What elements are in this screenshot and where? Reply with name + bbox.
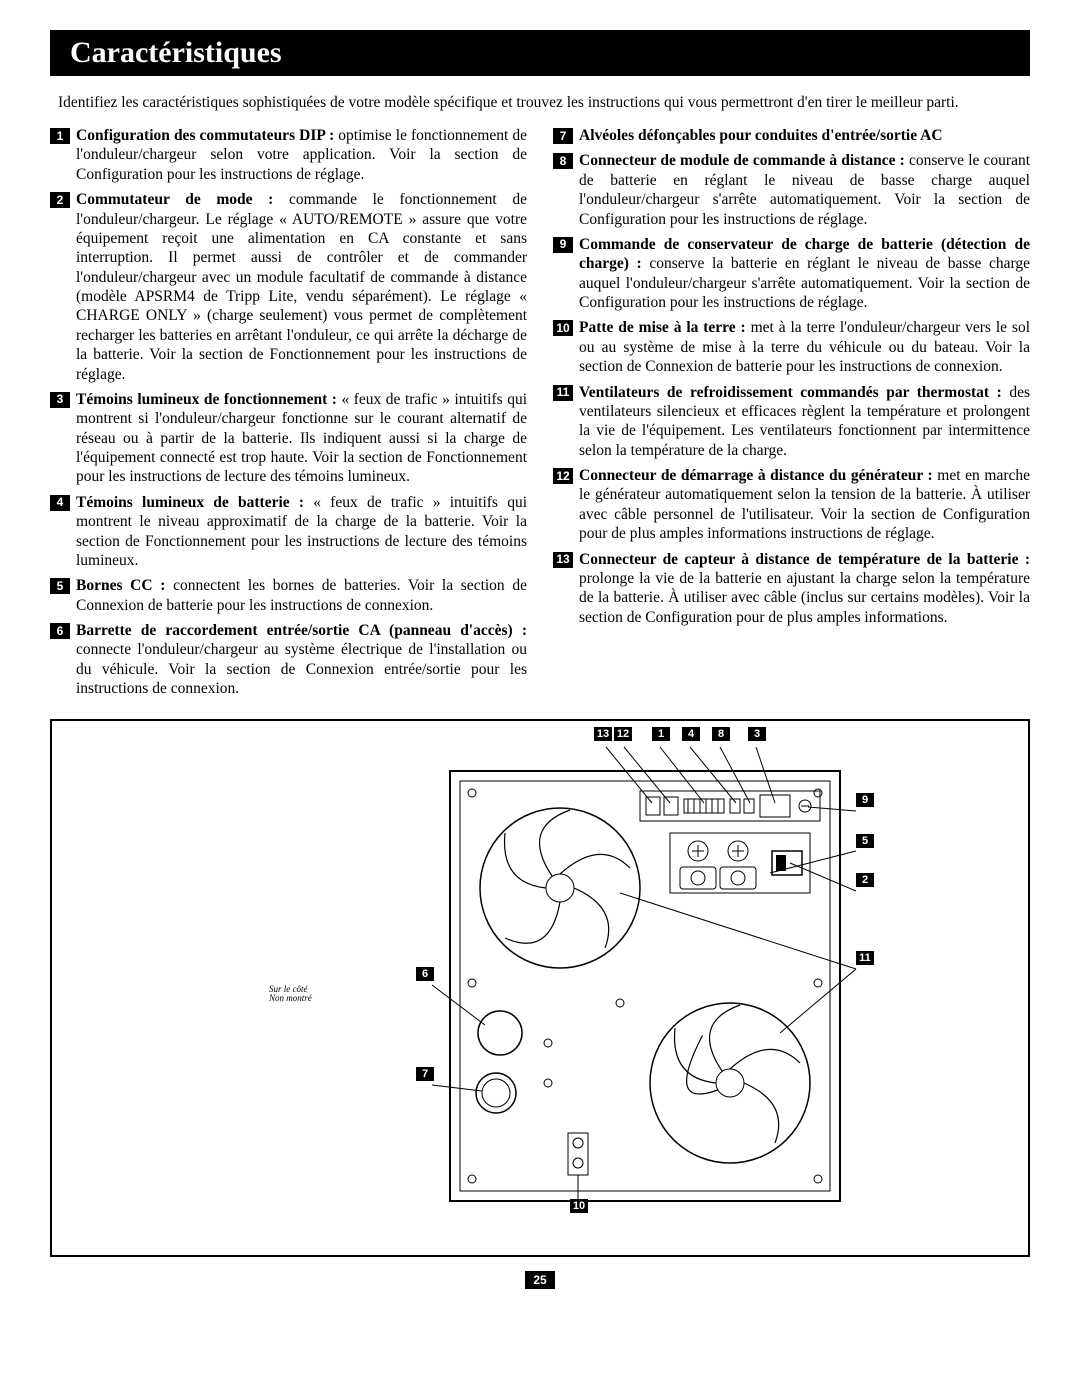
feature-text: Ventilateurs de refroidissement commandé… [579,383,1030,461]
feature-number: 6 [50,623,70,639]
feature-text: Patte de mise à la terre : met à la terr… [579,318,1030,376]
feature-number: 8 [553,153,573,169]
diagram-callout: 10 [570,1199,588,1213]
section-title: Caractéristiques [50,30,1030,76]
feature-number: 5 [50,578,70,594]
feature-number: 7 [553,128,573,144]
feature-text: Commande de conservateur de charge de ba… [579,235,1030,313]
feature-text: Connecteur de module de commande à dista… [579,151,1030,229]
diagram-container: 1312 148 3 9 5 2 11 6 7 Sur le côté Non montré [50,719,1030,1257]
feature-item: 6 Barrette de raccordement entrée/sortie … [50,621,527,699]
page-number: 25 [50,1271,1030,1289]
feature-item: 4 Témoins lumineux de batterie : « feux d… [50,493,527,571]
feature-text: Connecteur de démarrage à distance du gé… [579,466,1030,544]
diagram-callout: 8 [712,727,730,741]
side-note: Sur le côté Non montré [269,985,312,1005]
feature-text: Connecteur de capteur à distance de temp… [579,550,1030,628]
diagram-callout: 1 [652,727,670,741]
feature-item: 9 Commande de conservateur de charge de b… [553,235,1030,313]
feature-item: 3 Témoins lumineux de fonctionnement : « … [50,390,527,487]
diagram-callout: 4 [682,727,700,741]
feature-number: 3 [50,392,70,408]
feature-text: Témoins lumineux de batterie : « feux de… [76,493,527,571]
diagram-callout: 2 [856,873,874,887]
feature-number: 10 [553,320,573,336]
right-column: 7 Alvéoles défonçables pour conduites d'e… [553,126,1030,705]
diagram-callout: 5 [856,834,874,848]
feature-text: Témoins lumineux de fonctionnement : « f… [76,390,527,487]
feature-number: 2 [50,192,70,208]
diagram-callout: 13 [594,727,612,741]
left-column: 1 Configuration des commutateurs DIP : op… [50,126,527,705]
feature-number: 1 [50,128,70,144]
feature-number: 12 [553,468,573,484]
feature-text: Bornes CC : connectent les bornes de bat… [76,576,527,615]
feature-text: Barrette de raccordement entrée/sortie C… [76,621,527,699]
feature-columns: 1 Configuration des commutateurs DIP : op… [50,126,1030,705]
feature-item: 7 Alvéoles défonçables pour conduites d'e… [553,126,1030,145]
diagram-callout: 7 [416,1067,434,1081]
feature-item: 13 Connecteur de capteur à distance de te… [553,550,1030,628]
device-diagram [220,733,860,1213]
feature-number: 9 [553,237,573,253]
feature-text: Commutateur de mode : commande le foncti… [76,190,527,384]
feature-item: 1 Configuration des commutateurs DIP : op… [50,126,527,184]
intro-text: Identifiez les caractéristiques sophisti… [58,94,1030,112]
feature-item: 2 Commutateur de mode : commande le fonct… [50,190,527,384]
diagram-callout: 6 [416,967,434,981]
feature-item: 10 Patte de mise à la terre : met à la te… [553,318,1030,376]
diagram-callout: 3 [748,727,766,741]
feature-item: 5 Bornes CC : connectent les bornes de ba… [50,576,527,615]
diagram-callout: 9 [856,793,874,807]
feature-text: Configuration des commutateurs DIP : opt… [76,126,527,184]
feature-number: 11 [553,385,573,401]
feature-item: 12 Connecteur de démarrage à distance du … [553,466,1030,544]
feature-number: 13 [553,552,573,568]
diagram-callout: 12 [614,727,632,741]
feature-number: 4 [50,495,70,511]
feature-item: 8 Connecteur de module de commande à dist… [553,151,1030,229]
feature-item: 11 Ventilateurs de refroidissement comman… [553,383,1030,461]
feature-text: Alvéoles défonçables pour conduites d'en… [579,126,943,145]
diagram-callout: 11 [856,951,874,965]
